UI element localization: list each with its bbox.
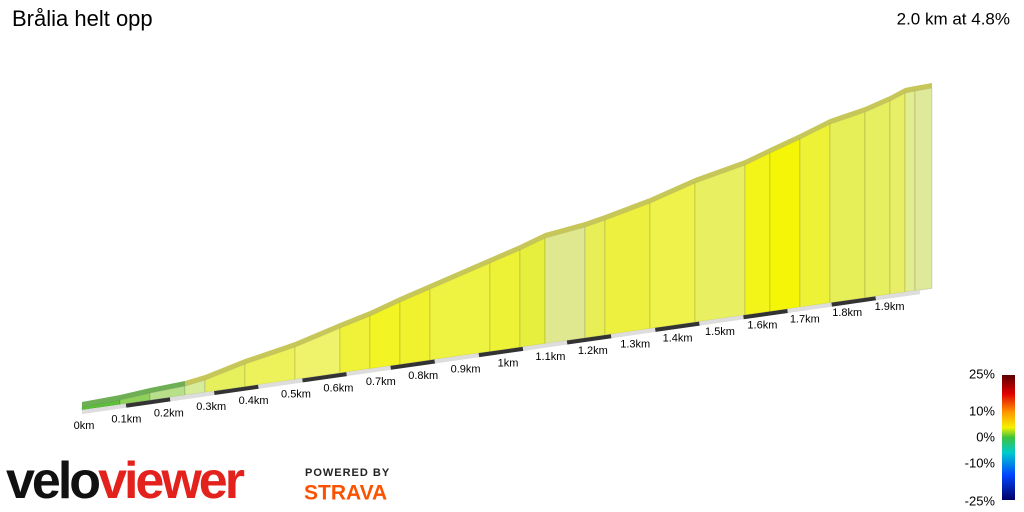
profile-segment [429,262,491,361]
legend-bar [1002,375,1015,500]
chart-subtitle: 2.0 km at 4.8% [897,9,1010,28]
profile-ridge [120,388,150,400]
profile-ridge [830,107,865,124]
x-tick-label: 0km [74,420,95,432]
distance-stripe [478,346,524,358]
profile-ridge [430,258,490,289]
distance-stripe [346,365,391,377]
profile-ridge [150,381,185,393]
profile-segment [914,87,933,292]
x-tick-label: 1.1km [535,351,565,363]
legend-label: 0% [976,429,995,444]
profile-ridge [605,198,650,220]
legend-label: -10% [965,455,996,470]
profile-segment [544,226,586,345]
distance-stripe [610,327,656,339]
distance-stripe [214,384,259,396]
distance-stripe [875,290,921,301]
distance-stripe [699,315,744,326]
x-tick-label: 1.4km [663,332,693,344]
logo: veloviewer [6,452,245,510]
x-tick-label: 1km [498,357,519,369]
legend-label: -25% [965,493,996,508]
x-tick-label: 1.7km [790,313,820,325]
distance-stripe [831,296,877,307]
strava: STRAVA [304,482,387,505]
profile-ridge [890,88,905,101]
profile-surface [81,83,933,414]
distance-stripe [434,353,480,364]
profile-ridge [695,160,745,183]
profile-ridge [400,284,430,302]
profile-ridge [490,245,520,263]
x-tick-label: 0.1km [111,414,141,426]
profile-segment [584,219,606,339]
profile-segment [519,237,546,348]
distance-stripe [125,397,171,408]
profile-ridge [185,375,205,386]
profile-segment [399,288,431,366]
x-tick-label: 0.4km [239,395,269,407]
distance-stripe [566,334,612,345]
distance-stripe [522,340,568,351]
profile-segment [744,152,771,316]
distance-stripe [302,372,347,383]
legend-label: 25% [969,366,995,381]
profile-segment [799,123,831,308]
x-tick-label: 1.9km [875,301,905,313]
x-tick-label: 0.9km [451,364,481,376]
legend-label: 10% [969,403,995,418]
x-tick-label: 1.2km [578,345,608,357]
distance-stripe [655,321,700,332]
x-tick-label: 1.3km [620,339,650,351]
distance-stripe [787,302,832,313]
x-tick-label: 0.3km [196,401,226,413]
distance-stripe [169,391,215,402]
x-tick-label: 0.5km [281,389,311,401]
profile-ridge [545,222,585,238]
profile-ridge [915,83,932,91]
x-tick-label: 0.6km [323,382,353,394]
profile-ridge [295,323,340,347]
profile-ridge [800,119,830,139]
x-tick-label: 0.8km [408,370,438,382]
x-tick-label: 1.8km [832,307,862,319]
powered-by: POWERED BY [305,467,390,479]
distance-stripe [390,359,436,370]
profile-segment [904,90,916,293]
profile-segment [769,138,801,313]
distance-stripe [743,308,788,320]
profile-segment [864,100,891,299]
distance-stripe [81,403,127,414]
profile-ridge [82,395,120,407]
profile-ridge [650,178,695,203]
x-tick-label: 1.6km [747,320,777,332]
x-tick-label: 1.5km [705,326,735,338]
profile-ridge [905,86,915,93]
profile-ridge [340,311,370,328]
profile-segment [889,92,906,295]
profile-ridge [585,215,605,227]
profile-ridge [245,342,295,364]
x-tick-label: 0.2km [154,407,184,419]
profile-ridge [370,297,400,316]
profile-segment [604,202,651,336]
profile-ridge [865,96,890,112]
profile-segment [649,182,696,330]
profile-segment [489,249,521,353]
x-tick-label: 0.7km [366,376,396,388]
chart-title: Brålia helt opp [12,6,153,31]
distance-stripe [258,378,303,389]
profile-segment [829,111,866,304]
profile-ridge [520,233,545,250]
profile-ridge [770,134,800,153]
profile-segment [694,164,746,323]
profile-ridge [745,148,770,165]
profile-ridge [205,359,245,380]
